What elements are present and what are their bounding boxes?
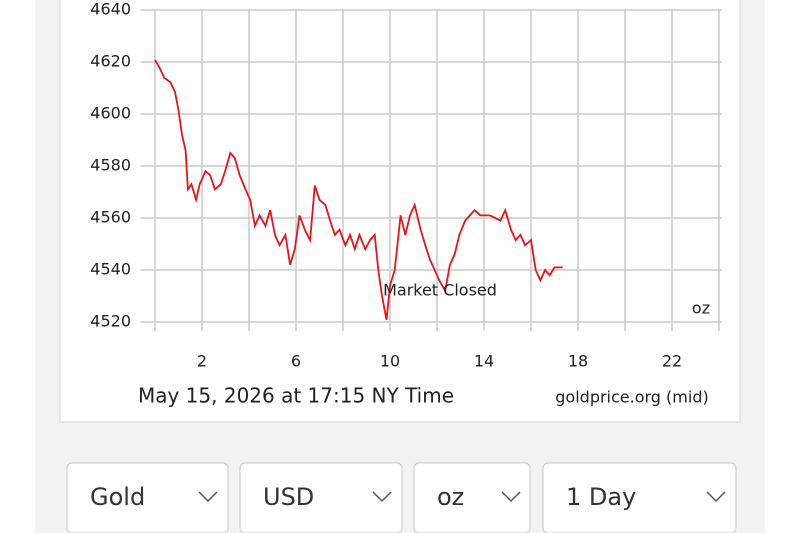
select-value: 1 Day [566, 483, 636, 511]
select-value: oz [437, 483, 464, 511]
y-tick-label: 4600 [90, 104, 131, 123]
select-box[interactable] [66, 462, 229, 533]
y-tick-label: 4560 [90, 208, 131, 227]
chart-box [59, 0, 741, 423]
x-tick-label: 18 [568, 352, 588, 371]
dropdown[interactable]: 1 Day [542, 462, 737, 533]
annotation: oz [692, 299, 710, 318]
caption: May 15, 2026 at 17:15 NY Time [138, 384, 454, 408]
chevron [501, 491, 521, 503]
x-tick-label: 10 [380, 352, 400, 371]
select-value: USD [263, 483, 314, 511]
select-box[interactable] [413, 462, 531, 533]
y-tick-label: 4580 [90, 156, 131, 175]
x-tick-label: 22 [662, 352, 682, 371]
select-value: Gold [90, 483, 145, 511]
price-line [154, 59, 563, 321]
y-tick-label: 4620 [90, 52, 131, 71]
y-tick-label: 4640 [90, 0, 131, 19]
dropdown[interactable]: Gold [66, 462, 229, 533]
dropdown[interactable]: oz [413, 462, 531, 533]
select-box[interactable] [542, 462, 737, 533]
select-box[interactable] [239, 462, 403, 533]
chevron [706, 491, 726, 503]
dropdown[interactable]: USD [239, 462, 403, 533]
x-tick-label: 6 [291, 352, 301, 371]
y-tick-label: 4540 [90, 260, 131, 279]
source: goldprice.org (mid) [555, 388, 708, 407]
chevron [372, 491, 392, 503]
chevron [198, 491, 218, 503]
annotation: Market Closed [383, 281, 497, 300]
x-tick-label: 14 [474, 352, 494, 371]
plot: 4520 4540 4560 4580 4600 4620 4640 2 6 10 14 18 22 Ma… [90, 0, 722, 371]
y-tick-label: 4520 [90, 312, 131, 331]
x-tick-label: 2 [197, 352, 207, 371]
